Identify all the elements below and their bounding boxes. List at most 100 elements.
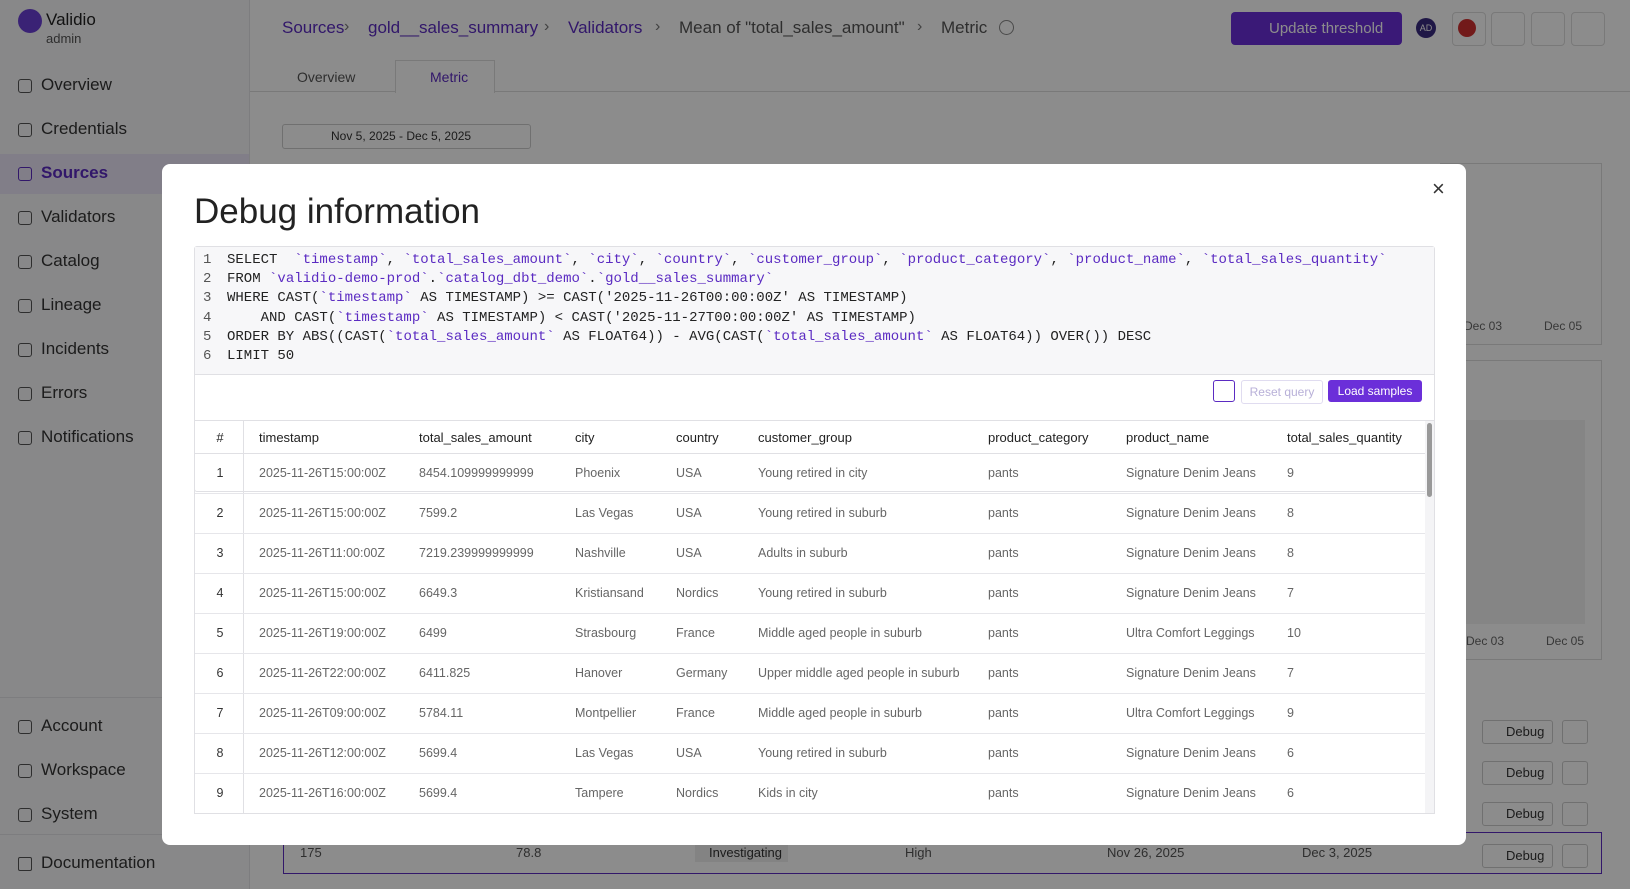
table-cell: pants — [988, 666, 1019, 680]
table-cell: 9 — [216, 786, 224, 800]
incident-id: 175 — [300, 845, 322, 860]
code-line: FROM `validio-demo-prod`.`catalog_dbt_de… — [227, 271, 774, 288]
tab[interactable]: Metric — [430, 69, 469, 85]
debug-label: Debug — [1506, 724, 1545, 739]
menu-button[interactable] — [1562, 720, 1588, 744]
nav-icon — [18, 255, 32, 269]
nav-icon — [18, 857, 32, 871]
table-cell: 2025-11-26T11:00:00Z — [259, 546, 386, 560]
menu-button[interactable] — [1562, 844, 1588, 868]
table-cell: pants — [988, 466, 1019, 480]
debug-button[interactable] — [1482, 844, 1553, 868]
nav-item[interactable]: Overview — [41, 75, 112, 94]
table-cell: 5 — [216, 626, 224, 640]
nav-item[interactable]: Incidents — [41, 339, 110, 358]
table-cell: pants — [988, 546, 1019, 560]
table-cell: 6 — [1287, 786, 1294, 800]
breadcrumb-sep: › — [344, 18, 350, 35]
nav-icon — [18, 123, 32, 137]
nav-item[interactable]: Notifications — [41, 427, 134, 446]
chart-tick: Dec 05 — [1546, 634, 1585, 648]
table-cell: Phoenix — [575, 466, 621, 480]
nav-item[interactable]: Documentation — [41, 853, 156, 872]
scrollbar-thumb[interactable] — [1427, 423, 1432, 497]
table-cell: Upper middle aged people in suburb — [758, 666, 960, 680]
row-border — [195, 733, 1425, 734]
nav-item[interactable]: Account — [41, 716, 103, 735]
breadcrumb-item[interactable]: Sources — [282, 18, 345, 37]
table-cell: Signature Denim Jeans — [1126, 786, 1256, 800]
modal-title: Debug information — [194, 192, 480, 231]
line-number: 2 — [203, 271, 212, 288]
table-cell: USA — [676, 546, 702, 560]
table-cell: USA — [676, 466, 702, 480]
reset-query-button[interactable]: Reset query — [1241, 380, 1323, 404]
debug-button[interactable] — [1482, 761, 1553, 785]
nav-icon — [18, 167, 32, 181]
nav-icon — [18, 299, 32, 313]
table-cell: 1 — [216, 466, 224, 480]
nav-icon — [18, 343, 32, 357]
date-range-label[interactable]: Nov 5, 2025 - Dec 5, 2025 — [331, 129, 472, 143]
nav-item[interactable]: System — [41, 804, 98, 823]
table-cell: pants — [988, 706, 1019, 720]
nav-item[interactable]: Validators — [41, 207, 116, 226]
table-cell: 2025-11-26T15:00:00Z — [259, 466, 386, 480]
table-cell: Nashville — [575, 546, 626, 560]
nav-item[interactable]: Lineage — [41, 295, 102, 314]
table-cell: pants — [988, 626, 1019, 640]
alert-dot — [1458, 19, 1476, 37]
table-cell: pants — [988, 506, 1019, 520]
row-border — [195, 773, 1425, 774]
table-cell: 8 — [1287, 546, 1294, 560]
incident-start: Nov 26, 2025 — [1107, 845, 1185, 860]
table-cell: 6649.3 — [419, 586, 458, 600]
debug-button[interactable] — [1482, 802, 1553, 826]
avatar[interactable]: AD — [1416, 18, 1436, 38]
modal: × Debug information 1 SELECT `timestamp`, `… — [162, 164, 1466, 845]
breadcrumb-sep: › — [655, 18, 661, 35]
icon-button[interactable] — [1571, 12, 1605, 46]
table-cell: Kristiansand — [575, 586, 644, 600]
role: admin — [46, 31, 82, 46]
table-cell: Young retired in suburb — [758, 586, 887, 600]
code-area — [195, 247, 1434, 375]
icon-button[interactable] — [1531, 12, 1565, 46]
icon-button[interactable] — [1491, 12, 1525, 46]
breadcrumb-item[interactable]: Validators — [568, 18, 643, 37]
menu-button[interactable] — [1562, 802, 1588, 826]
close-button[interactable]: × — [1432, 176, 1445, 201]
brand: Validio — [46, 10, 96, 29]
breadcrumb-item[interactable]: gold__sales_summary — [368, 18, 539, 37]
code-line: WHERE CAST(`timestamp` AS TIMESTAMP) >= … — [227, 290, 908, 307]
table-cell: Ultra Comfort Leggings — [1126, 706, 1255, 720]
menu-button[interactable] — [1562, 761, 1588, 785]
sidebar-divider — [0, 697, 249, 698]
line-number: 5 — [203, 328, 212, 345]
row-border — [195, 653, 1425, 654]
table-cell: 9 — [1287, 466, 1294, 480]
table-cell: 7219.239999999999 — [419, 546, 534, 560]
nav-item[interactable]: Errors — [41, 383, 88, 402]
line-number: 4 — [203, 309, 212, 326]
table-cell: Middle aged people in suburb — [758, 626, 923, 640]
nav-item[interactable]: Credentials — [41, 119, 127, 138]
nav-item[interactable]: Sources — [41, 163, 109, 182]
nav-item[interactable]: Catalog — [41, 251, 100, 270]
nav-item[interactable]: Workspace — [41, 760, 126, 779]
table-cell: Germany — [676, 666, 728, 680]
table-cell: 2025-11-26T15:00:00Z — [259, 506, 386, 520]
debug-button[interactable] — [1482, 720, 1553, 744]
copy-button[interactable] — [1213, 380, 1235, 402]
load-samples-button[interactable]: Load samples — [1328, 380, 1422, 402]
update-threshold-button[interactable]: Update threshold — [1231, 12, 1402, 45]
chart-plot — [1460, 420, 1585, 624]
row-border — [195, 573, 1425, 574]
nav-icon — [18, 764, 32, 778]
tab[interactable]: Overview — [297, 69, 356, 85]
row-border — [195, 613, 1425, 614]
table-cell: 5699.4 — [419, 746, 458, 760]
chart-tick: Dec 05 — [1544, 319, 1583, 333]
table-cell: Nordics — [676, 586, 719, 600]
